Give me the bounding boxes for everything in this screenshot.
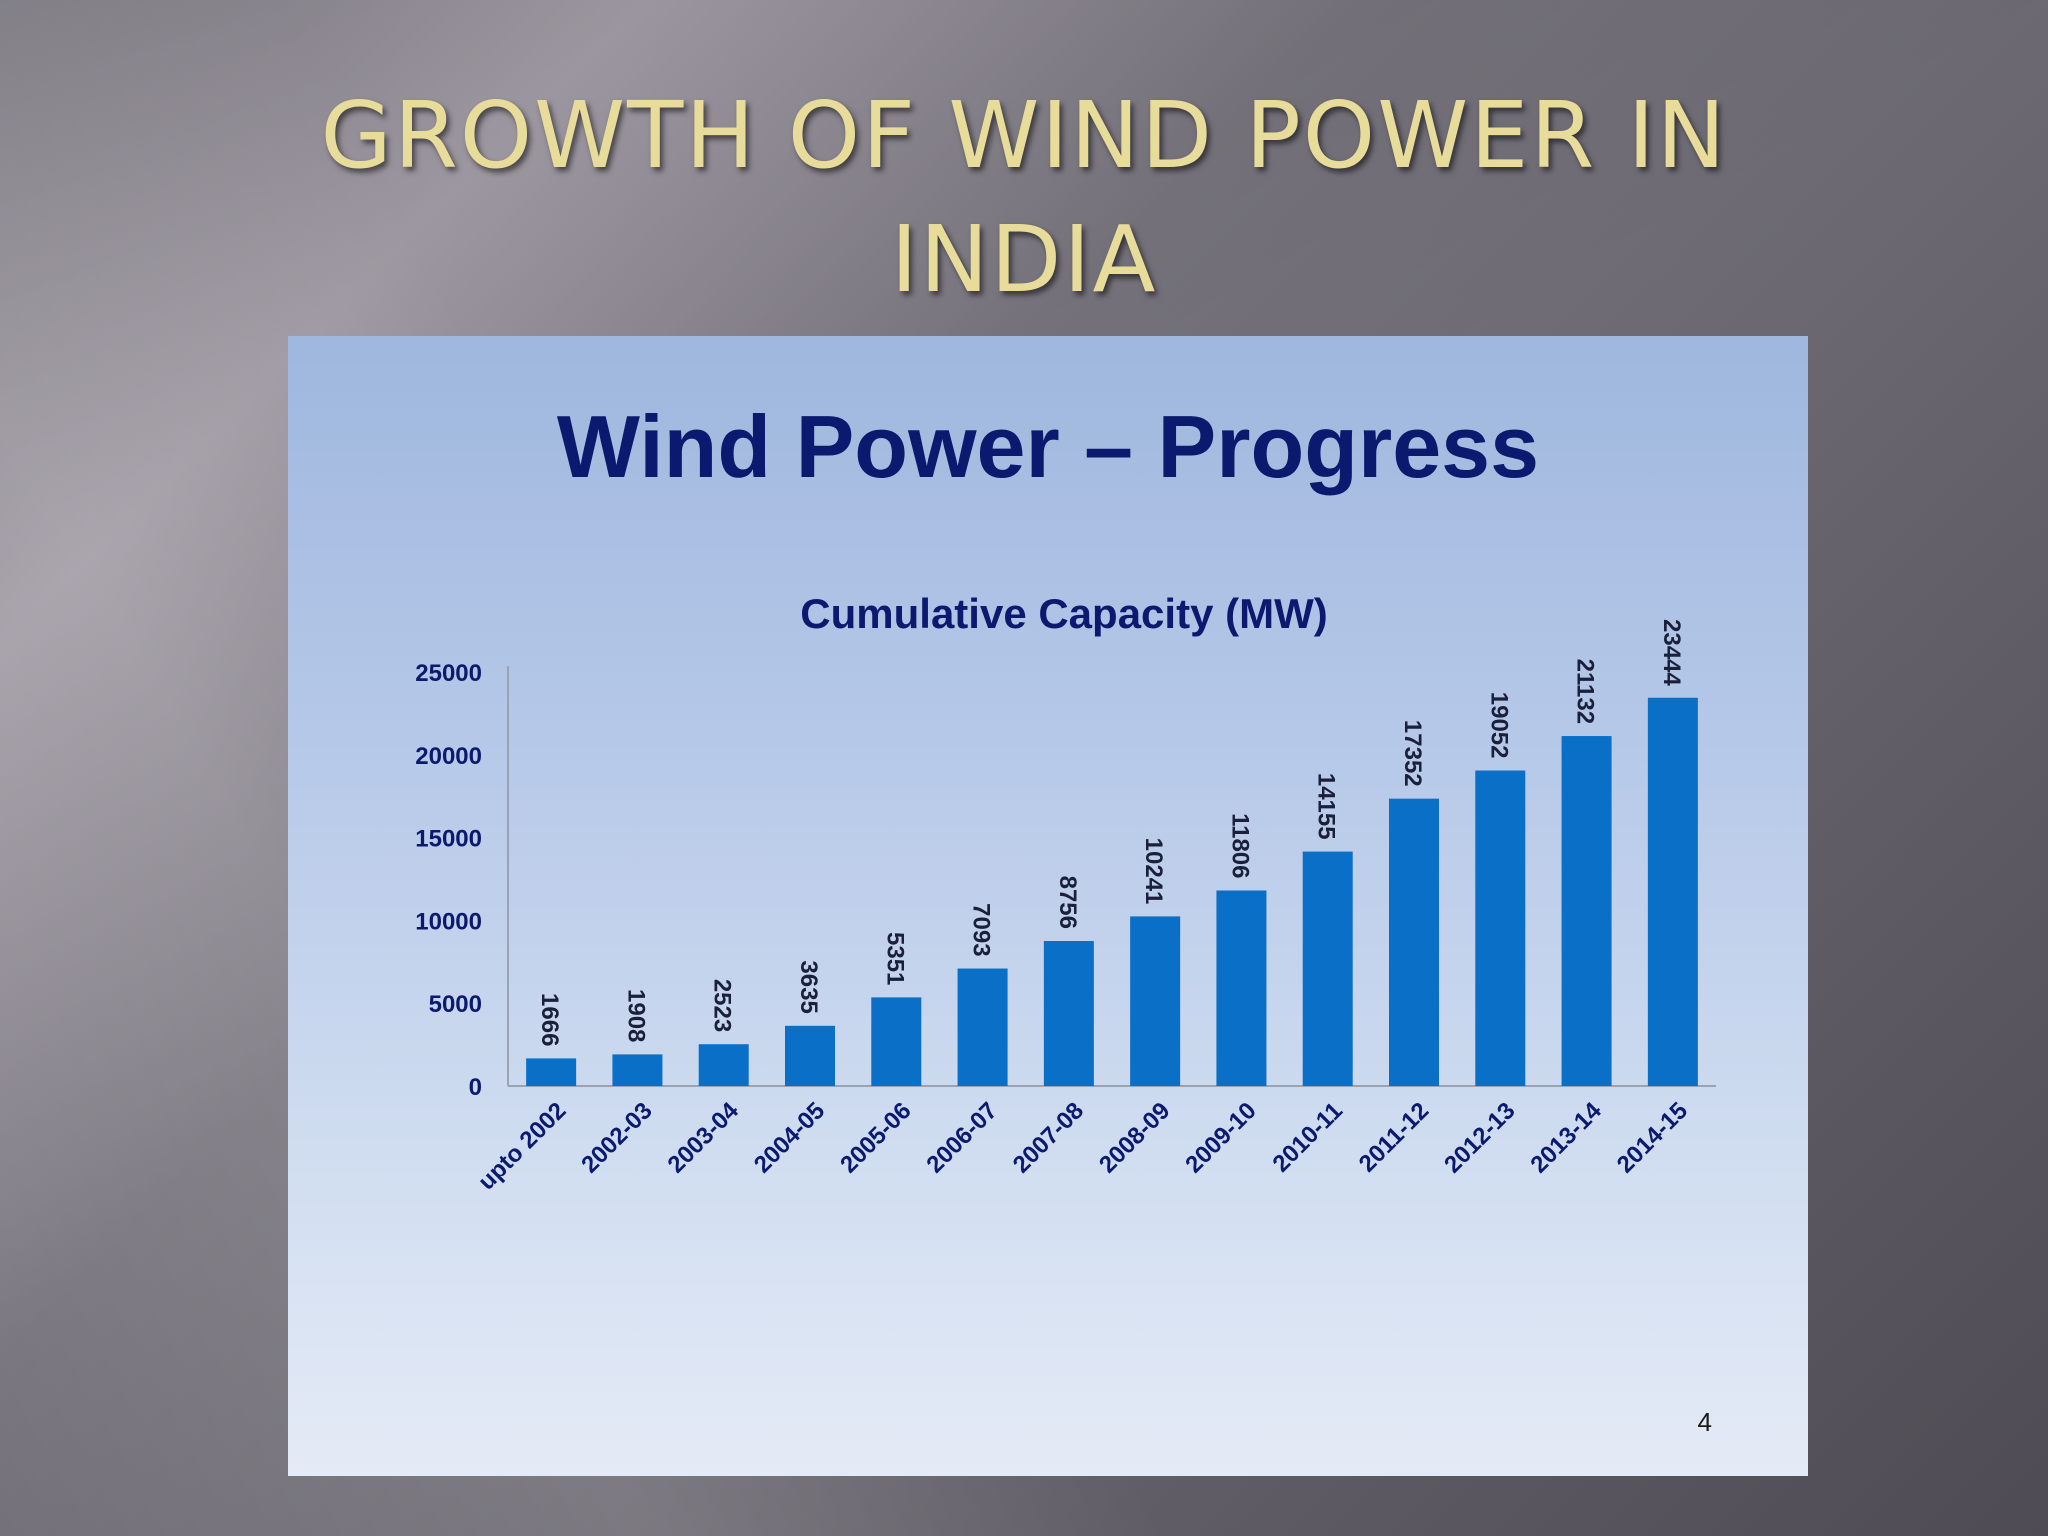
bar xyxy=(1043,941,1094,1086)
bar xyxy=(1475,770,1526,1086)
bar xyxy=(1389,798,1439,1086)
x-tick-label: 2013-14 xyxy=(1525,1097,1607,1179)
slide-title-line-2: INDIA xyxy=(890,206,1158,313)
x-tick-label: 2006-07 xyxy=(921,1097,1002,1178)
chart-title: Cumulative Capacity (MW) xyxy=(800,590,1327,637)
chart-panel: Wind Power – Progress Cumulative Capacit… xyxy=(288,336,1808,1476)
x-tick-label: upto 2002 xyxy=(473,1097,571,1195)
slide-title: GROWTH OF WIND POWER IN INDIA xyxy=(0,74,2048,322)
data-label: 21132 xyxy=(1572,659,1599,724)
data-label: 19052 xyxy=(1485,692,1512,759)
x-tick-label: 2004-05 xyxy=(749,1097,830,1178)
x-tick-label: 2009-10 xyxy=(1180,1097,1261,1178)
bar xyxy=(1130,916,1181,1086)
x-tick-label: 2012-13 xyxy=(1439,1097,1520,1178)
x-tick-label: 2008-09 xyxy=(1094,1097,1175,1178)
bar xyxy=(1647,697,1698,1086)
data-label: 2523 xyxy=(709,979,736,1032)
slide-title-line-1: GROWTH OF WIND POWER IN xyxy=(320,82,1728,189)
bar-chart: Cumulative Capacity (MW) 0 5000 10000 15000 2… xyxy=(415,590,1716,1195)
x-tick-label: 2007-08 xyxy=(1008,1097,1089,1178)
data-label: 23444 xyxy=(1658,619,1685,686)
x-tick-label: 2010-11 xyxy=(1268,1097,1348,1177)
bar xyxy=(871,997,922,1086)
bar xyxy=(612,1054,663,1086)
x-tick-label: 2003-04 xyxy=(663,1097,745,1179)
data-label: 5351 xyxy=(881,932,908,985)
data-label: 7093 xyxy=(968,903,995,956)
bar xyxy=(698,1044,749,1086)
data-label: 17352 xyxy=(1399,720,1426,787)
bar xyxy=(957,968,1008,1086)
data-label: 14155 xyxy=(1313,773,1340,840)
bar xyxy=(1561,736,1612,1086)
y-tick-label: 5000 xyxy=(429,991,482,1018)
bar xyxy=(526,1058,577,1086)
x-tick-label: 2005-06 xyxy=(835,1097,916,1178)
y-tick-label: 10000 xyxy=(415,908,482,935)
bar xyxy=(1302,851,1353,1086)
y-tick-label: 20000 xyxy=(415,743,482,770)
y-tick-label: 25000 xyxy=(415,660,482,687)
page-number: 4 xyxy=(1697,1407,1712,1437)
y-tick-label: 15000 xyxy=(415,826,482,853)
data-label: 8756 xyxy=(1054,876,1081,929)
bar xyxy=(1216,890,1267,1086)
x-tick-label: 2002-03 xyxy=(576,1097,657,1178)
x-tick-label: 2011-12 xyxy=(1354,1097,1434,1177)
data-label: 10241 xyxy=(1140,838,1167,905)
y-tick-label: 0 xyxy=(469,1074,482,1101)
data-label: 3635 xyxy=(795,960,822,1013)
data-label: 1908 xyxy=(622,989,649,1042)
bar xyxy=(785,1025,835,1086)
data-label: 11806 xyxy=(1226,813,1253,878)
panel-title: Wind Power – Progress xyxy=(556,397,1540,496)
x-tick-label: 2014-15 xyxy=(1612,1097,1693,1178)
data-label: 1666 xyxy=(536,993,563,1046)
